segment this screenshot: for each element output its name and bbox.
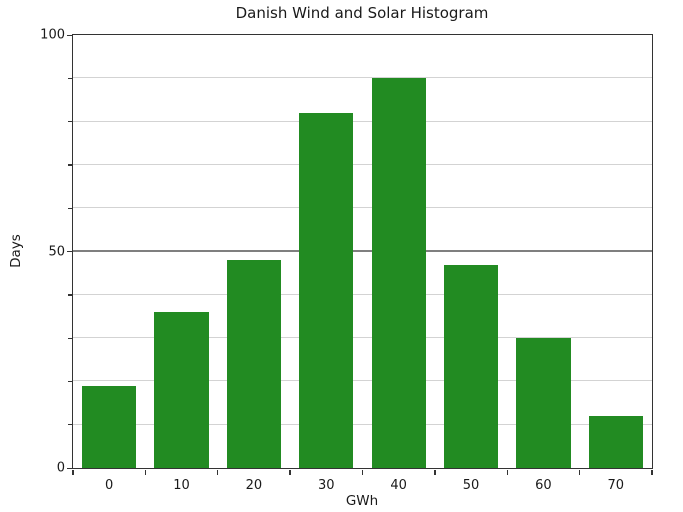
x-axis-label: GWh bbox=[345, 493, 379, 509]
x-tick-2 bbox=[217, 470, 219, 475]
x-tick-4 bbox=[361, 470, 364, 475]
x-tick-3 bbox=[289, 470, 291, 475]
gridline-50 bbox=[73, 250, 652, 252]
gridline-90 bbox=[73, 77, 652, 79]
bar-70 bbox=[588, 416, 643, 468]
bar-10 bbox=[154, 312, 209, 468]
bar-20 bbox=[226, 260, 282, 468]
y-tick-10 bbox=[67, 424, 72, 426]
gridline-70 bbox=[73, 163, 652, 165]
y-tick-label-50: 50 bbox=[48, 244, 65, 259]
y-tick-50 bbox=[66, 251, 72, 253]
bar-50 bbox=[443, 264, 499, 468]
x-tick-8 bbox=[651, 470, 653, 475]
bar-60 bbox=[516, 338, 571, 468]
x-tick-label-20: 20 bbox=[245, 478, 263, 493]
x-tick-1 bbox=[144, 470, 147, 475]
y-tick-60 bbox=[67, 207, 72, 209]
bar-30 bbox=[299, 112, 354, 468]
y-tick-70 bbox=[67, 164, 72, 166]
gridline-80 bbox=[73, 120, 652, 122]
y-tick-20 bbox=[67, 380, 72, 383]
gridline-20 bbox=[73, 380, 652, 382]
x-tick-label-50: 50 bbox=[462, 478, 480, 493]
x-tick-7 bbox=[578, 470, 581, 475]
bar-40 bbox=[371, 78, 426, 468]
gridline-60 bbox=[73, 207, 652, 209]
x-tick-label-70: 70 bbox=[607, 478, 625, 493]
y-tick-100 bbox=[66, 34, 72, 36]
gridline-30 bbox=[73, 337, 652, 339]
y-tick-30 bbox=[67, 337, 72, 339]
x-tick-label-40: 40 bbox=[390, 478, 407, 493]
y-tick-80 bbox=[67, 121, 72, 123]
x-tick-label-0: 0 bbox=[105, 478, 114, 493]
x-tick-0 bbox=[72, 470, 74, 475]
y-axis-label: Days bbox=[8, 234, 24, 268]
plot-area: 0 50 100 0 10 20 30 40 50 60 70 bbox=[40, 28, 653, 493]
y-tick-label-0: 0 bbox=[56, 460, 65, 476]
y-tick-40 bbox=[67, 294, 72, 296]
chart-title: Danish Wind and Solar Histogram bbox=[235, 4, 489, 22]
bar-0 bbox=[82, 385, 137, 468]
gridline-10 bbox=[73, 423, 652, 425]
y-tick-90 bbox=[67, 77, 72, 80]
gridline-40 bbox=[73, 293, 652, 295]
x-tick-label-30: 30 bbox=[318, 478, 335, 493]
x-tick-label-10: 10 bbox=[173, 478, 190, 493]
x-tick-label-60: 60 bbox=[535, 478, 552, 493]
x-tick-6 bbox=[506, 470, 508, 475]
x-tick-5 bbox=[434, 470, 436, 475]
y-tick-0 bbox=[66, 467, 72, 469]
y-tick-label-100: 100 bbox=[40, 27, 65, 43]
